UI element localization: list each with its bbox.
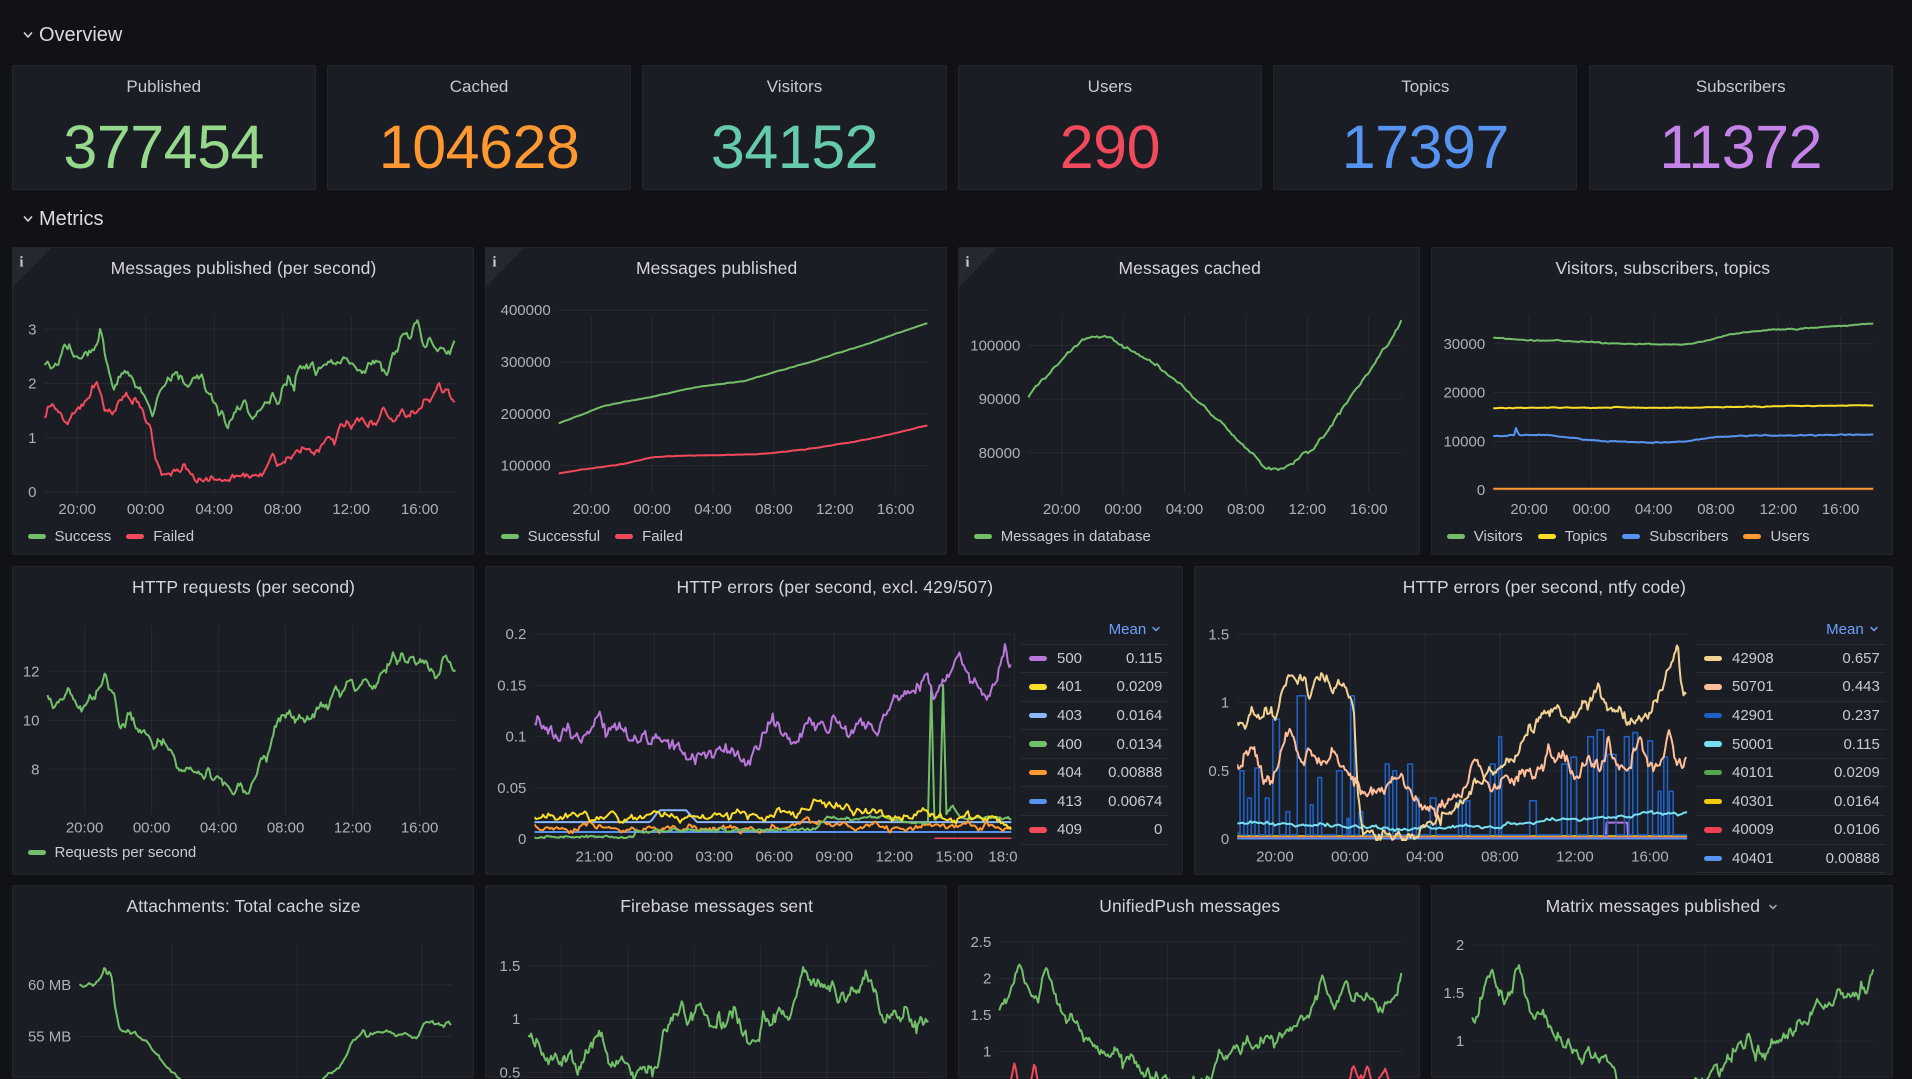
svg-text:100000: 100000	[970, 337, 1020, 354]
svg-text:1.5: 1.5	[1208, 626, 1229, 643]
svg-text:12:00: 12:00	[875, 848, 913, 865]
svg-text:1: 1	[512, 1011, 520, 1028]
svg-text:i: i	[965, 254, 969, 270]
svg-text:16:00: 16:00	[400, 819, 438, 836]
svg-text:0.05: 0.05	[497, 779, 526, 796]
svg-text:10: 10	[22, 712, 39, 729]
svg-text:0.15: 0.15	[497, 677, 526, 694]
svg-text:2.5: 2.5	[970, 934, 991, 951]
svg-text:00:00: 00:00	[635, 848, 673, 865]
svg-text:04:00: 04:00	[1635, 501, 1673, 518]
svg-text:0: 0	[28, 484, 36, 501]
svg-text:i: i	[19, 254, 23, 270]
svg-text:20:00: 20:00	[572, 501, 610, 518]
svg-text:100000: 100000	[500, 457, 550, 474]
svg-text:300000: 300000	[500, 354, 550, 371]
svg-text:90000: 90000	[978, 391, 1020, 408]
svg-text:12:00: 12:00	[333, 819, 371, 836]
svg-text:03:00: 03:00	[695, 848, 733, 865]
svg-text:1.5: 1.5	[499, 958, 520, 975]
svg-text:08:00: 08:00	[1481, 848, 1519, 865]
svg-text:0.5: 0.5	[499, 1064, 520, 1079]
svg-text:0: 0	[1221, 831, 1229, 848]
svg-text:80000: 80000	[978, 444, 1020, 461]
svg-text:20:00: 20:00	[1043, 501, 1081, 518]
svg-text:04:00: 04:00	[195, 501, 233, 518]
svg-text:00:00: 00:00	[633, 501, 671, 518]
svg-text:1: 1	[983, 1044, 991, 1061]
svg-text:1: 1	[1456, 1033, 1464, 1050]
svg-text:12:00: 12:00	[1759, 501, 1797, 518]
svg-text:21:00: 21:00	[575, 848, 613, 865]
svg-text:08:00: 08:00	[266, 819, 304, 836]
svg-text:20:00: 20:00	[1510, 501, 1548, 518]
svg-text:0.1: 0.1	[505, 728, 526, 745]
svg-text:1.5: 1.5	[1443, 985, 1464, 1002]
svg-text:10000: 10000	[1443, 433, 1485, 450]
svg-text:04:00: 04:00	[694, 501, 732, 518]
svg-text:2: 2	[983, 971, 991, 988]
svg-text:12: 12	[22, 663, 39, 680]
svg-text:400000: 400000	[500, 302, 550, 319]
svg-text:i: i	[492, 254, 496, 270]
svg-text:06:00: 06:00	[755, 848, 793, 865]
svg-text:08:00: 08:00	[263, 501, 301, 518]
svg-text:55 MB: 55 MB	[27, 1029, 70, 1046]
svg-text:04:00: 04:00	[199, 819, 237, 836]
svg-text:09:00: 09:00	[815, 848, 853, 865]
svg-text:1: 1	[28, 429, 36, 446]
svg-text:18:0: 18:0	[988, 848, 1017, 865]
svg-text:60 MB: 60 MB	[27, 977, 70, 994]
svg-text:08:00: 08:00	[755, 501, 793, 518]
svg-text:00:00: 00:00	[132, 819, 170, 836]
svg-text:12:00: 12:00	[816, 501, 854, 518]
svg-text:12:00: 12:00	[332, 501, 370, 518]
svg-text:16:00: 16:00	[1631, 848, 1669, 865]
svg-text:8: 8	[31, 761, 39, 778]
svg-text:20:00: 20:00	[1256, 848, 1294, 865]
svg-text:3: 3	[28, 321, 36, 338]
svg-text:1: 1	[1221, 694, 1229, 711]
svg-text:12:00: 12:00	[1556, 848, 1594, 865]
svg-text:08:00: 08:00	[1227, 501, 1265, 518]
svg-text:00:00: 00:00	[126, 501, 164, 518]
svg-text:0: 0	[518, 831, 526, 848]
svg-text:16:00: 16:00	[1822, 501, 1860, 518]
svg-text:20000: 20000	[1443, 384, 1485, 401]
svg-text:15:00: 15:00	[935, 848, 973, 865]
svg-text:16:00: 16:00	[877, 501, 915, 518]
svg-text:0.5: 0.5	[1208, 762, 1229, 779]
svg-text:08:00: 08:00	[1697, 501, 1735, 518]
svg-text:12:00: 12:00	[1288, 501, 1326, 518]
svg-text:04:00: 04:00	[1165, 501, 1203, 518]
svg-text:16:00: 16:00	[1350, 501, 1388, 518]
svg-text:2: 2	[28, 375, 36, 392]
svg-text:20:00: 20:00	[65, 819, 103, 836]
svg-text:0.2: 0.2	[505, 626, 526, 643]
svg-text:00:00: 00:00	[1331, 848, 1369, 865]
svg-text:200000: 200000	[500, 405, 550, 422]
svg-text:20:00: 20:00	[58, 501, 96, 518]
svg-text:30000: 30000	[1443, 335, 1485, 352]
svg-text:00:00: 00:00	[1572, 501, 1610, 518]
svg-text:2: 2	[1456, 937, 1464, 954]
svg-text:00:00: 00:00	[1104, 501, 1142, 518]
svg-text:16:00: 16:00	[400, 501, 438, 518]
svg-text:04:00: 04:00	[1406, 848, 1444, 865]
svg-text:1.5: 1.5	[970, 1007, 991, 1024]
svg-text:0: 0	[1477, 482, 1485, 499]
